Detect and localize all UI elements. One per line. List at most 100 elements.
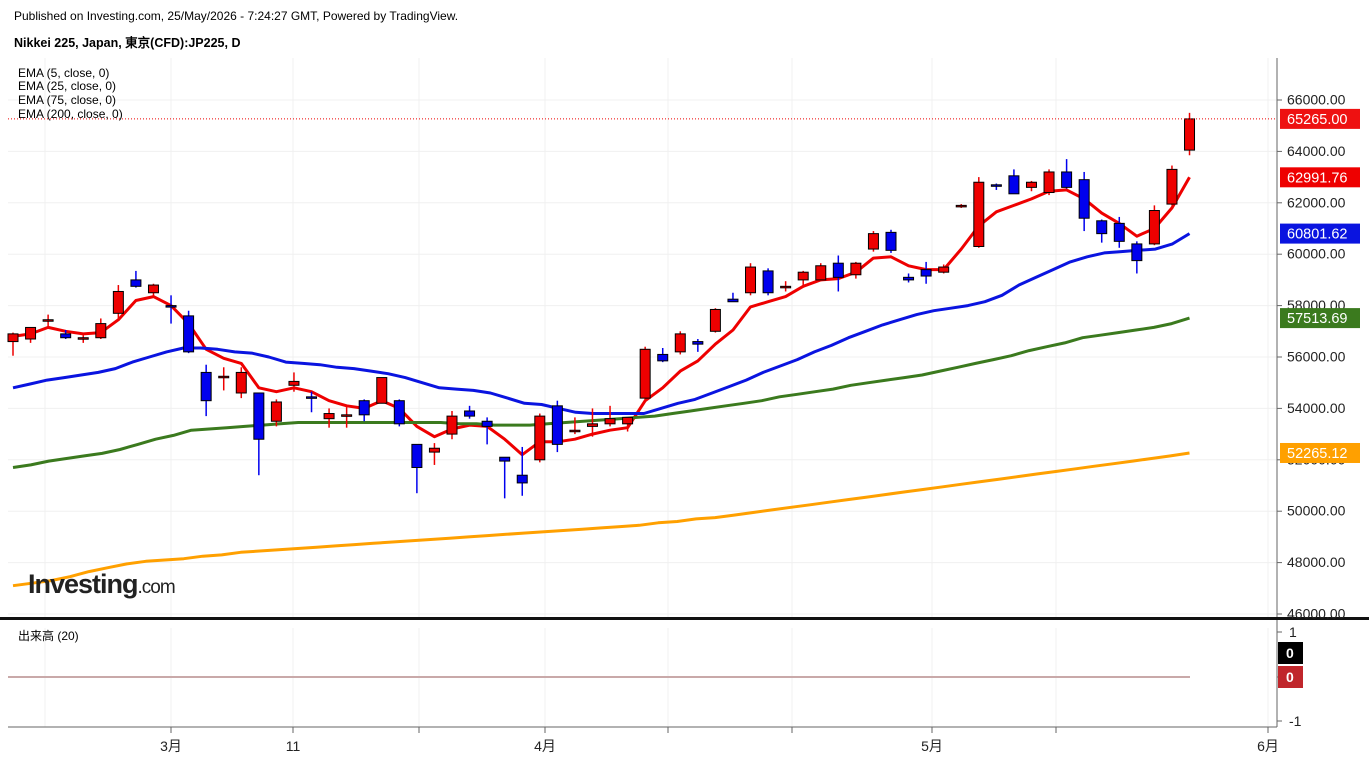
candle [903,273,915,283]
candle [218,367,230,391]
legend-ema5: EMA (5, close, 0) [18,66,109,80]
candle [130,270,142,288]
candle [42,314,54,327]
candle [1148,205,1160,246]
legend-ema25: EMA (25, close, 0) [18,79,116,93]
candle [832,255,844,292]
candle [25,326,37,343]
ema-line-2 [12,316,1190,469]
candle [586,408,598,437]
candle [270,399,282,427]
candle [1078,171,1090,232]
candle [815,263,827,282]
ema-tag-2: 57513.69 [1280,308,1360,329]
pane-separator [0,617,1369,620]
ema-line-1 [12,232,1191,415]
price-tick-label: 54000.00 [1287,400,1346,416]
candle [692,339,704,352]
candle [780,281,792,292]
ema-lines [12,176,1191,588]
candle [112,285,124,319]
ema-line-3 [12,451,1190,588]
candle [990,183,1002,190]
candle [1131,241,1143,274]
candle [762,268,774,296]
candle [183,310,195,354]
candle [1025,180,1037,192]
candle [885,229,897,253]
candle [1008,169,1020,195]
candle [306,391,318,413]
ema-tag-0: 62991.76 [1280,167,1360,188]
logo-text: Investing [28,569,138,599]
svg-text:0: 0 [1286,645,1294,661]
candle [7,332,19,356]
candlesticks [7,112,1196,499]
volume-pane: 出来高 (20) 10-100 [8,620,1303,729]
candle [867,231,879,252]
candle [973,177,985,248]
candle [639,346,651,401]
svg-text:0: 0 [1286,669,1294,685]
candle [938,264,950,274]
price-tick-label: 60000.00 [1287,246,1346,262]
svg-text:62991.76: 62991.76 [1287,170,1347,186]
ema-tag-3: 52265.12 [1280,442,1360,463]
candle [253,392,265,476]
candle [411,443,423,494]
time-axis[interactable]: 3月 11 4月 5月 6月 [8,726,1279,754]
candle [323,408,335,428]
legend-ema75: EMA (75, close, 0) [18,93,116,107]
symbol-title: Nikkei 225, Japan, 東京(CFD):JP225, D [14,36,241,50]
last-price-tag: 65265.00 [1280,108,1360,129]
time-tick-label: 4月 [534,738,556,754]
svg-text:60801.62: 60801.62 [1287,227,1347,243]
price-tick-label: 56000.00 [1287,349,1346,365]
candle [920,261,932,284]
candle [235,367,247,399]
svg-text:57513.69: 57513.69 [1287,311,1347,327]
candle [446,410,458,440]
candle [165,295,177,324]
candle [376,377,388,404]
candle [147,283,159,297]
candle [1043,169,1055,196]
svg-text:52265.12: 52265.12 [1287,446,1347,462]
price-tick-label: 46000.00 [1287,606,1346,622]
volume-tick-label: 1 [1289,624,1297,640]
time-tick-label: 3月 [160,738,182,754]
candle [745,263,757,296]
candle [657,348,669,363]
candle [1061,159,1073,189]
candle [674,331,686,355]
candle [955,204,967,208]
candle [569,417,581,435]
candle [200,364,212,417]
candle [464,405,476,419]
volume-label: 出来高 (20) [18,628,79,643]
candle [1113,216,1125,248]
candle [604,405,616,427]
legend-ema200: EMA (200, close, 0) [18,107,123,121]
candle [727,292,739,303]
candle [850,261,862,279]
price-axis[interactable]: 66000.0064000.0062000.0060000.0058000.00… [1276,58,1360,622]
candle [95,318,107,340]
candle [1184,112,1196,156]
chart-grid [8,58,1277,727]
chart-overlay [0,118,1369,620]
ema-tag-1: 60801.62 [1280,223,1360,244]
candle [516,446,528,496]
candle [481,417,493,445]
candle [341,407,353,428]
candle [77,335,89,343]
candle [358,399,370,422]
candle [288,372,300,392]
time-tick-label: 5月 [921,738,943,754]
candle [1096,219,1108,243]
time-tick-label: 6月 [1257,738,1279,754]
ema-line-0 [12,176,1191,457]
investing-logo: Investing.com [28,569,176,599]
candle [60,330,72,340]
